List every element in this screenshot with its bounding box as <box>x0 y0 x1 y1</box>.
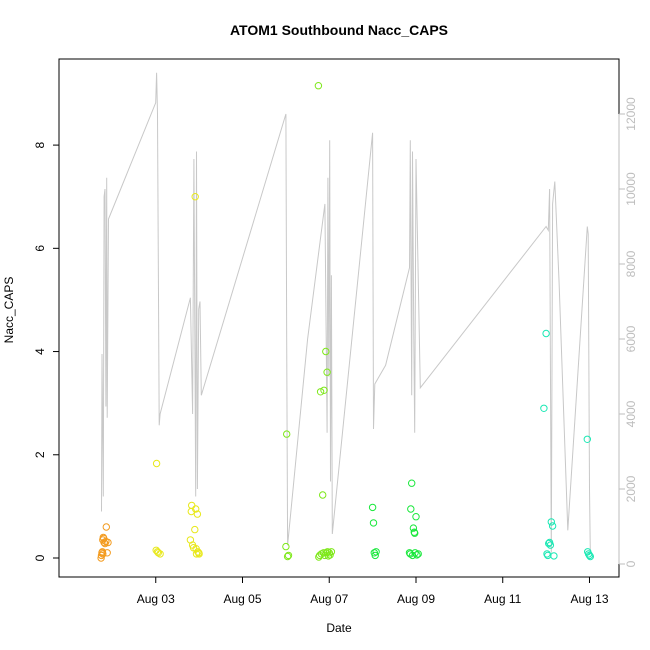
data-point <box>540 404 548 412</box>
x-tick-label: Aug 03 <box>137 592 175 606</box>
chart-title: ATOM1 Southbound Nacc_CAPS <box>230 22 448 38</box>
data-point <box>546 541 555 549</box>
data-point <box>323 368 331 376</box>
data-point <box>409 524 418 532</box>
data-point <box>408 479 416 487</box>
data-point <box>283 552 292 561</box>
data-point <box>542 329 550 338</box>
data-point <box>314 82 323 90</box>
data-point <box>586 552 594 561</box>
data-point <box>547 518 555 526</box>
data-point <box>550 552 558 560</box>
y-tick-label: 4 <box>33 348 47 355</box>
points-layer <box>97 82 594 562</box>
x-tick-label: Aug 11 <box>484 592 521 606</box>
secondary-line <box>101 72 591 553</box>
data-point <box>192 505 200 513</box>
y-axis-label: Nacc_CAPS <box>2 277 16 344</box>
x-tick-label: Aug 09 <box>397 592 435 606</box>
data-point <box>191 193 199 201</box>
plot-frame <box>58 58 620 578</box>
data-point <box>282 542 290 551</box>
data-point <box>319 491 327 499</box>
x-axis-label: Date <box>326 621 352 635</box>
data-point <box>191 525 199 534</box>
data-point <box>412 513 420 521</box>
data-point <box>102 523 111 531</box>
data-point <box>284 551 293 560</box>
data-point <box>548 522 557 530</box>
data-point <box>103 549 111 557</box>
x-tick-label: Aug 05 <box>223 592 261 606</box>
y2-tick-label: 4000 <box>624 400 638 427</box>
data-point <box>194 548 202 556</box>
y-tick-label: 2 <box>33 451 47 458</box>
y2-tick-label: 12000 <box>624 97 638 131</box>
y-tick-label: 6 <box>33 245 47 252</box>
data-point <box>100 538 108 547</box>
data-point <box>322 347 330 356</box>
data-point <box>372 548 380 556</box>
data-point <box>156 550 164 558</box>
data-point <box>283 430 291 438</box>
data-point <box>320 386 328 394</box>
secondary-y-axis: 0 2000 4000 6000 8000 10000 12000 <box>618 97 638 567</box>
y2-tick-label: 8000 <box>624 250 638 277</box>
data-point <box>585 551 594 560</box>
data-point <box>407 505 415 513</box>
data-point <box>195 550 203 558</box>
data-point <box>371 551 379 560</box>
data-point <box>104 538 112 547</box>
data-point <box>193 510 202 518</box>
y2-tick-label: 2000 <box>624 475 638 502</box>
secondary-line-layer <box>101 72 591 553</box>
data-point <box>154 549 163 557</box>
x-tick-label: Aug 13 <box>570 592 608 606</box>
y-tick-label: 8 <box>33 141 47 148</box>
data-point <box>411 529 419 537</box>
y-tick-label: 0 <box>33 554 47 561</box>
data-point <box>413 551 421 559</box>
data-point <box>316 551 324 560</box>
data-point <box>152 459 161 468</box>
x-tick-label: Aug 07 <box>310 592 348 606</box>
x-axis: Aug 03 Aug 05 Aug 07 Aug 09 Aug 11 Aug 13 <box>137 576 609 606</box>
data-point <box>411 549 419 557</box>
y2-tick-label: 6000 <box>624 325 638 352</box>
data-point <box>583 435 591 443</box>
y-axis: 0 2 4 6 8 <box>33 141 60 561</box>
data-point <box>316 388 325 396</box>
y2-tick-label: 10000 <box>624 172 638 206</box>
data-point <box>368 503 377 512</box>
data-point <box>369 519 378 527</box>
data-point <box>327 548 336 556</box>
data-point <box>545 539 553 548</box>
data-point <box>188 501 196 510</box>
y2-tick-label: 0 <box>624 560 638 567</box>
data-point <box>99 550 107 558</box>
data-point <box>414 550 422 558</box>
